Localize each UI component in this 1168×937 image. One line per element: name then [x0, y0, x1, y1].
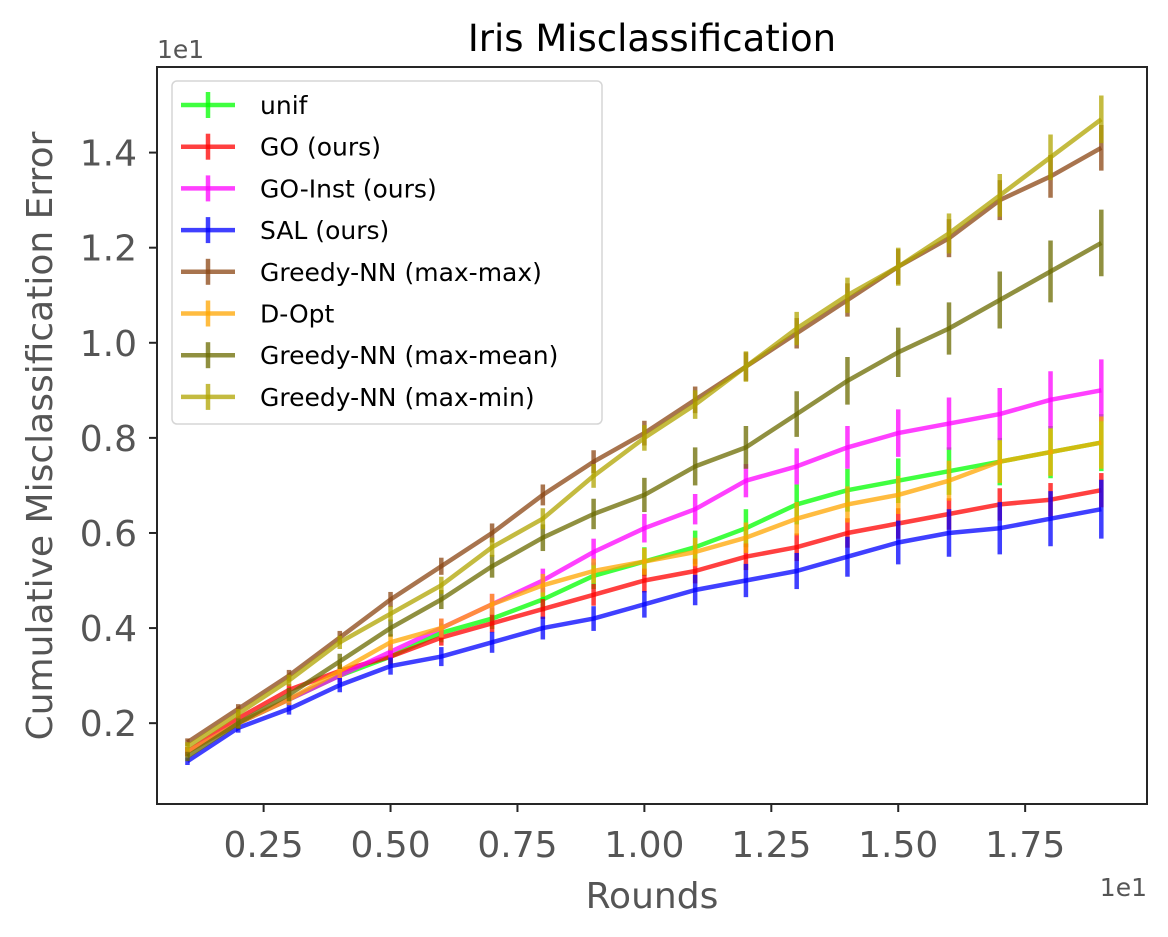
plot-frame [156, 66, 1148, 805]
legend-item: unif [181, 91, 309, 120]
legend-label: Greedy-NN (max-mean) [260, 341, 558, 370]
legend-item: Greedy-NN (max-min) [181, 383, 535, 412]
y-tick-label: 1.4 [80, 134, 137, 175]
y-offset-text: 1e1 [157, 35, 204, 64]
axes-layer: 0.25 0.50 0.75 1.00 1.25 1.50 1.75 0.2 0.4 0.6 0.8… [80, 66, 1148, 866]
y-axis-label: Cumulative Misclassification Error [20, 131, 61, 740]
y-tick-label: 1.0 [80, 324, 137, 365]
chart-title: Iris Misclassification [468, 17, 836, 60]
legend: unif GO (ours) GO-Inst (ours) SAL (ours) Gre… [171, 80, 603, 425]
legend-item: Greedy-NN (max-max) [181, 258, 542, 287]
legend-label: GO-Inst (ours) [260, 174, 437, 203]
x-tick-label: 1.00 [604, 825, 684, 866]
legend-label: Greedy-NN (max-min) [260, 383, 535, 412]
x-offset-text: 1e1 [1100, 873, 1147, 902]
legend-item: GO-Inst (ours) [181, 174, 437, 203]
series-layer [185, 95, 1104, 766]
legend-frame [171, 80, 603, 425]
legend-item: SAL (ours) [181, 216, 389, 245]
legend-item: Greedy-NN (max-mean) [181, 341, 558, 370]
x-tick-label: 0.25 [224, 825, 304, 866]
series-line-3 [186, 506, 1102, 764]
legend-label: GO (ours) [260, 133, 381, 162]
series-6 [185, 209, 1104, 762]
y-tick-label: 0.8 [80, 419, 137, 460]
legend-label: D-Opt [260, 300, 335, 329]
x-tick-label: 0.50 [350, 825, 430, 866]
x-tick-label: 0.75 [477, 825, 557, 866]
y-tick-label: 1.2 [80, 229, 137, 270]
x-tick-label: 1.75 [985, 825, 1065, 866]
y-tick-label: 0.6 [80, 514, 137, 555]
legend-label: unif [260, 91, 309, 120]
legend-item: D-Opt [181, 300, 335, 329]
x-tick-label: 1.25 [731, 825, 811, 866]
legend-label: SAL (ours) [260, 216, 389, 245]
series-3 [185, 479, 1104, 766]
legend-label: Greedy-NN (max-max) [260, 258, 542, 287]
legend-item: GO (ours) [181, 133, 381, 162]
x-tick-label: 1.50 [858, 825, 938, 866]
y-tick-label: 0.4 [80, 609, 137, 650]
x-axis-label: Rounds [586, 876, 719, 917]
series-5 [185, 416, 1104, 757]
y-tick-label: 0.2 [80, 704, 137, 745]
series-7 [185, 95, 1104, 752]
